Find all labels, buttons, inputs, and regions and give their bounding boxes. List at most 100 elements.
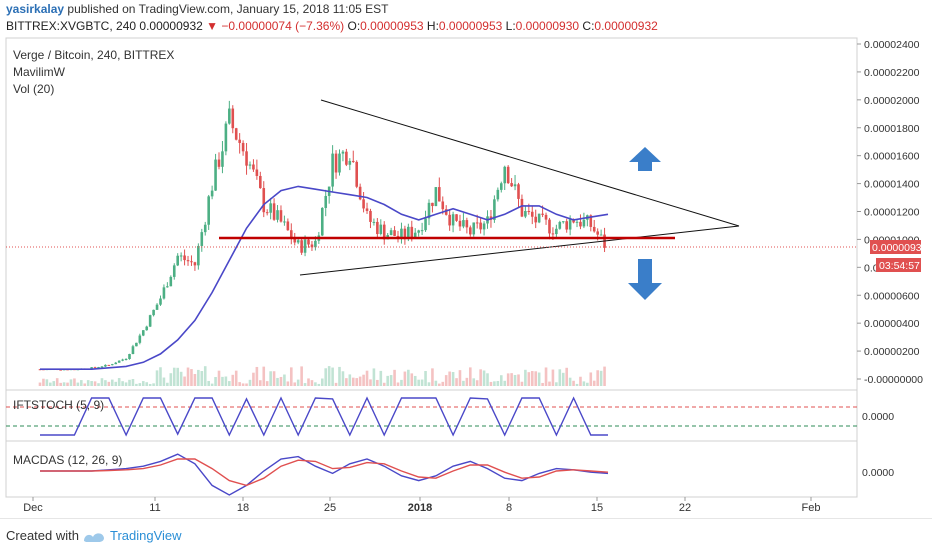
x-tick-label: 18 bbox=[237, 502, 249, 514]
volume-bar bbox=[73, 378, 76, 386]
volume-bar bbox=[565, 367, 568, 386]
volume-bar bbox=[410, 373, 414, 386]
candle-body bbox=[283, 221, 286, 223]
legend-volume: Vol (20) bbox=[13, 82, 54, 96]
volume-bar bbox=[265, 381, 269, 386]
y-tick-label: -0.00000000 bbox=[864, 374, 923, 386]
candle-body bbox=[530, 211, 534, 217]
volume-bar bbox=[214, 376, 217, 386]
volume-bar bbox=[479, 369, 482, 386]
candle-body bbox=[203, 224, 207, 233]
candle-body bbox=[117, 360, 121, 363]
y-tick-label: 0.00000400 bbox=[864, 318, 920, 330]
candle-body bbox=[413, 232, 417, 238]
candle-body bbox=[255, 169, 259, 176]
candle-body bbox=[293, 238, 297, 243]
candle-body bbox=[482, 223, 486, 230]
volume-bar bbox=[568, 377, 572, 386]
candle-body bbox=[172, 265, 176, 277]
candle-body bbox=[417, 230, 420, 233]
candle-body bbox=[104, 364, 107, 367]
volume-bar bbox=[455, 378, 458, 386]
volume-bar bbox=[376, 379, 379, 386]
candle-body bbox=[551, 233, 555, 235]
volume-bar bbox=[413, 375, 417, 386]
candle-body bbox=[479, 222, 482, 230]
candle-body bbox=[90, 367, 93, 369]
candle-body bbox=[286, 221, 290, 231]
candle-body bbox=[527, 211, 531, 213]
x-tick-label: Feb bbox=[802, 502, 821, 514]
volume-bar bbox=[248, 379, 252, 386]
tradingview-logo-icon[interactable] bbox=[82, 529, 106, 543]
macd-line bbox=[40, 453, 609, 496]
candle-body bbox=[221, 151, 224, 167]
volume-bar bbox=[386, 375, 389, 386]
volume-bar bbox=[286, 381, 290, 386]
volume-bar bbox=[259, 380, 262, 386]
candle-body bbox=[135, 342, 138, 347]
candle-body bbox=[310, 244, 314, 248]
volume-bar bbox=[420, 379, 424, 386]
volume-bar bbox=[331, 367, 334, 386]
volume-bar bbox=[472, 378, 476, 386]
triangle-upper-line[interactable] bbox=[320, 99, 740, 227]
tradingview-brand-link[interactable]: TradingView bbox=[110, 528, 182, 543]
volume-bar bbox=[407, 369, 410, 386]
last-price-tag bbox=[870, 240, 921, 254]
candle-body bbox=[155, 304, 159, 310]
volume-bar bbox=[324, 368, 328, 386]
candle-body bbox=[444, 209, 448, 215]
volume-bar bbox=[513, 374, 517, 386]
down-arrow-icon-large[interactable] bbox=[628, 259, 662, 300]
volume-bar bbox=[599, 370, 603, 386]
candle-body bbox=[241, 142, 245, 152]
candle-body bbox=[348, 160, 352, 165]
candle-body bbox=[469, 227, 472, 235]
candle-body bbox=[582, 219, 586, 227]
chart-canvas[interactable]: 0.00002400 0.00002200 0.00002000 0.00001800… bbox=[0, 0, 932, 518]
ift-stoch-line bbox=[40, 396, 608, 437]
candle-body bbox=[365, 208, 369, 211]
volume-bar bbox=[148, 383, 152, 386]
volume-bar bbox=[389, 375, 393, 386]
macd-axis-label: 0.0000 bbox=[862, 467, 894, 479]
volume-bar bbox=[110, 379, 114, 386]
candle-body bbox=[269, 203, 272, 213]
volume-bar bbox=[441, 381, 445, 386]
volume-bar bbox=[135, 383, 138, 386]
volume-bar bbox=[45, 379, 49, 386]
volume-bar bbox=[493, 381, 496, 386]
candle-body bbox=[472, 222, 476, 235]
volume-bar bbox=[527, 372, 531, 386]
volume-bar bbox=[283, 374, 286, 386]
low-value: 0.00000930 bbox=[515, 19, 580, 33]
candle-body bbox=[248, 164, 252, 166]
candle-body bbox=[403, 228, 407, 239]
volume-bar bbox=[59, 382, 62, 386]
symbol-label: BITTREX:XVGBTC, 240 bbox=[6, 19, 137, 33]
candle-body bbox=[231, 108, 235, 129]
y-tick-label: 0.00000600 bbox=[864, 290, 920, 302]
candle-body bbox=[183, 255, 186, 261]
up-arrow-icon[interactable] bbox=[629, 147, 661, 171]
candle-body bbox=[455, 214, 458, 221]
volume-bar bbox=[572, 380, 575, 386]
x-tick-label: 8 bbox=[506, 502, 512, 514]
volume-bar bbox=[486, 373, 489, 386]
volume-bar bbox=[155, 370, 159, 386]
volume-bar bbox=[369, 379, 372, 386]
publisher-username[interactable]: yasirkalay bbox=[6, 2, 65, 16]
volume-bar bbox=[80, 380, 83, 386]
volume-bar bbox=[183, 376, 186, 386]
triangle-lower-line[interactable] bbox=[299, 225, 740, 276]
volume-bar bbox=[603, 366, 606, 386]
candle-body bbox=[190, 261, 193, 263]
candle-body bbox=[303, 239, 307, 253]
volume-bar bbox=[255, 366, 259, 386]
candle-body bbox=[565, 221, 568, 230]
volume-bar bbox=[510, 373, 513, 386]
candle-body bbox=[541, 213, 544, 215]
candle-body bbox=[503, 166, 507, 184]
volume-bar bbox=[190, 369, 193, 386]
